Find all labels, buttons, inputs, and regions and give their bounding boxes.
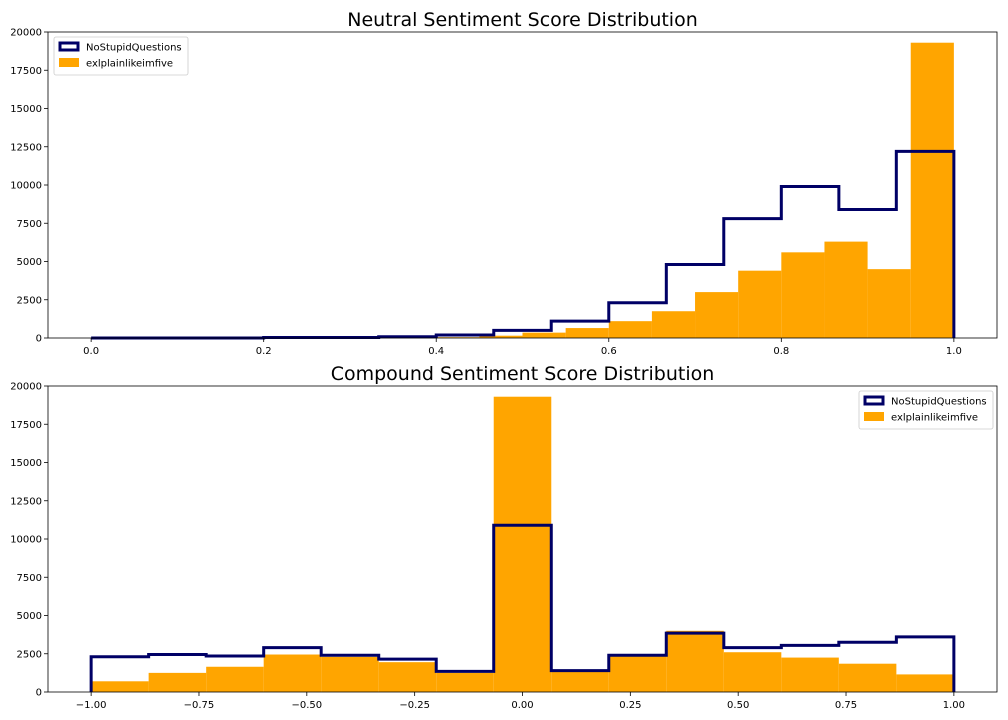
y-tick-label: 20000 [10, 382, 42, 393]
y-tick-label: 7500 [17, 573, 42, 584]
y-tick-label: 7500 [17, 219, 42, 230]
y-tick-label: 20000 [10, 28, 42, 39]
histogram-bar [695, 292, 739, 338]
y-tick-label: 17500 [10, 420, 42, 431]
x-tick-label: 1.00 [943, 700, 965, 711]
y-tick-label: 5000 [17, 257, 42, 268]
histogram-bar [436, 672, 494, 692]
x-tick-label: −0.75 [184, 700, 215, 711]
y-tick-label: 10000 [10, 535, 42, 546]
legend: NoStupidQuestions exlplainlikeimfive [53, 36, 189, 76]
chart-title: Neutral Sentiment Score Distribution [347, 9, 698, 31]
x-tick-label: 0.0 [83, 346, 99, 357]
y-tick-label: 2500 [17, 649, 42, 660]
x-tick-label: −1.00 [76, 700, 107, 711]
x-tick-label: 0.00 [511, 700, 533, 711]
histogram-bar [723, 652, 782, 692]
series-0-step-outline [89, 523, 956, 692]
x-tick-label: 0.2 [256, 346, 272, 357]
histogram-bar [565, 328, 609, 338]
x-tick-label: −0.50 [291, 700, 322, 711]
histogram-bar [148, 672, 207, 692]
y-tick-label: 12500 [10, 142, 42, 153]
y-tick-label: 5000 [17, 611, 42, 622]
histogram-bar [738, 270, 782, 338]
legend-swatch-outline [58, 41, 80, 52]
legend-swatch-outline [863, 395, 885, 406]
y-tick-label: 10000 [10, 181, 42, 192]
legend-label: NoStupidQuestions [86, 43, 182, 54]
legend-swatch-filled [864, 412, 884, 421]
x-tick-label: 0.25 [619, 700, 641, 711]
series-0-step-outline [91, 149, 956, 340]
legend: NoStupidQuestions exlplainlikeimfive [858, 390, 994, 430]
legend-label: NoStupidQuestions [891, 397, 987, 408]
y-tick-label: 15000 [10, 458, 42, 469]
y-tick-label: 0 [36, 688, 42, 699]
histogram-bar [781, 252, 825, 338]
x-tick-label: 0.6 [601, 346, 617, 357]
histogram-bar [551, 670, 609, 692]
histogram-bar [867, 269, 911, 338]
y-tick-label: 15000 [10, 104, 42, 115]
histogram-bar [522, 332, 566, 338]
y-tick-label: 17500 [10, 66, 42, 77]
histogram-bar [651, 311, 696, 338]
legend-box [858, 390, 994, 430]
y-tick-label: 12500 [10, 496, 42, 507]
histogram-bar [824, 241, 868, 338]
x-tick-label: 0.50 [727, 700, 749, 711]
legend-label: exlplainlikeimfive [86, 59, 173, 70]
x-tick-label: 0.4 [428, 346, 444, 357]
x-tick-label: 1.0 [946, 346, 962, 357]
histogram-bar [666, 630, 724, 692]
chart-panel-2: Compound Sentiment Score Distribution −1.… [10, 363, 998, 711]
histogram-bar [479, 335, 523, 338]
x-tick-label: −0.25 [399, 700, 430, 711]
x-tick-label: 0.75 [835, 700, 857, 711]
histogram-bar [321, 656, 379, 692]
legend-box [53, 36, 189, 76]
legend-swatch-filled [59, 58, 79, 67]
chart-title: Compound Sentiment Score Distribution [331, 363, 715, 385]
histogram-bar [91, 681, 149, 692]
y-tick-label: 2500 [17, 295, 42, 306]
histogram-bar [896, 674, 954, 692]
histogram-bar [378, 662, 437, 692]
chart-panel-1: Neutral Sentiment Score Distribution 0.0 0… [10, 9, 998, 357]
histogram-bar [608, 321, 652, 338]
series-1-bars [91, 396, 954, 692]
histogram-bar [493, 396, 552, 692]
histogram-bar [608, 656, 667, 692]
histogram-bar [838, 663, 897, 692]
histogram-bar [263, 654, 322, 692]
y-tick-label: 0 [36, 334, 42, 345]
x-tick-label: 0.8 [773, 346, 789, 357]
series-1-bars [393, 42, 954, 339]
histogram-bar [781, 657, 839, 692]
histogram-bar [206, 666, 264, 692]
histogram-bar [910, 42, 954, 339]
legend-label: exlplainlikeimfive [891, 413, 978, 424]
